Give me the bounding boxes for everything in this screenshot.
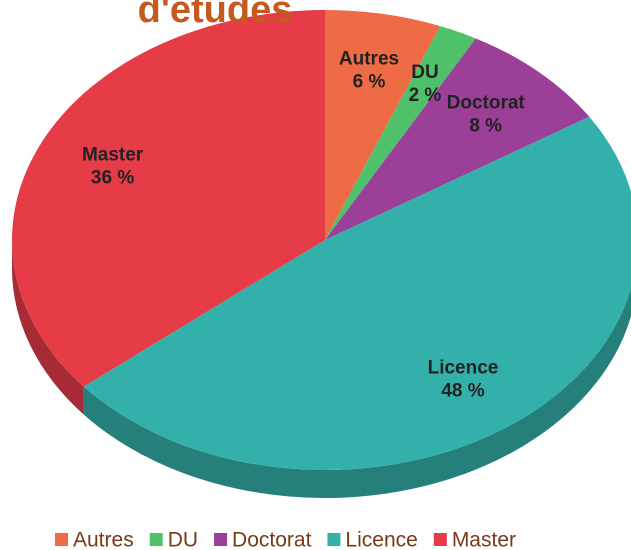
legend-label: Licence	[345, 529, 417, 550]
slice-side	[83, 288, 631, 499]
slice	[325, 10, 441, 240]
legend: Autres DU Doctorat Licence Master	[40, 526, 605, 550]
legend-swatch	[55, 533, 68, 546]
chart-title: d'études	[138, 0, 293, 31]
slice-value: 8 %	[469, 115, 502, 136]
slice-side	[12, 240, 84, 415]
legend-bg	[40, 526, 605, 550]
slice-label: DU	[411, 62, 438, 83]
slice	[12, 10, 326, 387]
slice-label: Licence	[428, 358, 499, 379]
legend-swatch	[327, 533, 341, 546]
slice-label: Autres	[339, 49, 399, 70]
legend-label: Master	[452, 529, 516, 550]
slice-value: 48 %	[441, 381, 484, 402]
legend-label: DU	[168, 529, 198, 550]
legend-swatch	[149, 533, 163, 546]
slice-value: 36 %	[91, 168, 134, 189]
legend-swatch	[214, 533, 228, 546]
legend-label: Doctorat	[232, 529, 312, 550]
legend-label: Autres	[73, 529, 134, 550]
slice-label: Doctorat	[447, 92, 526, 113]
slice-value: 2 %	[409, 85, 442, 106]
slice	[83, 116, 631, 471]
slice	[325, 38, 590, 240]
legend-swatch	[433, 533, 447, 546]
slice-value: 6 %	[353, 72, 386, 93]
slice-label: Master	[82, 145, 144, 166]
slice	[325, 26, 476, 240]
